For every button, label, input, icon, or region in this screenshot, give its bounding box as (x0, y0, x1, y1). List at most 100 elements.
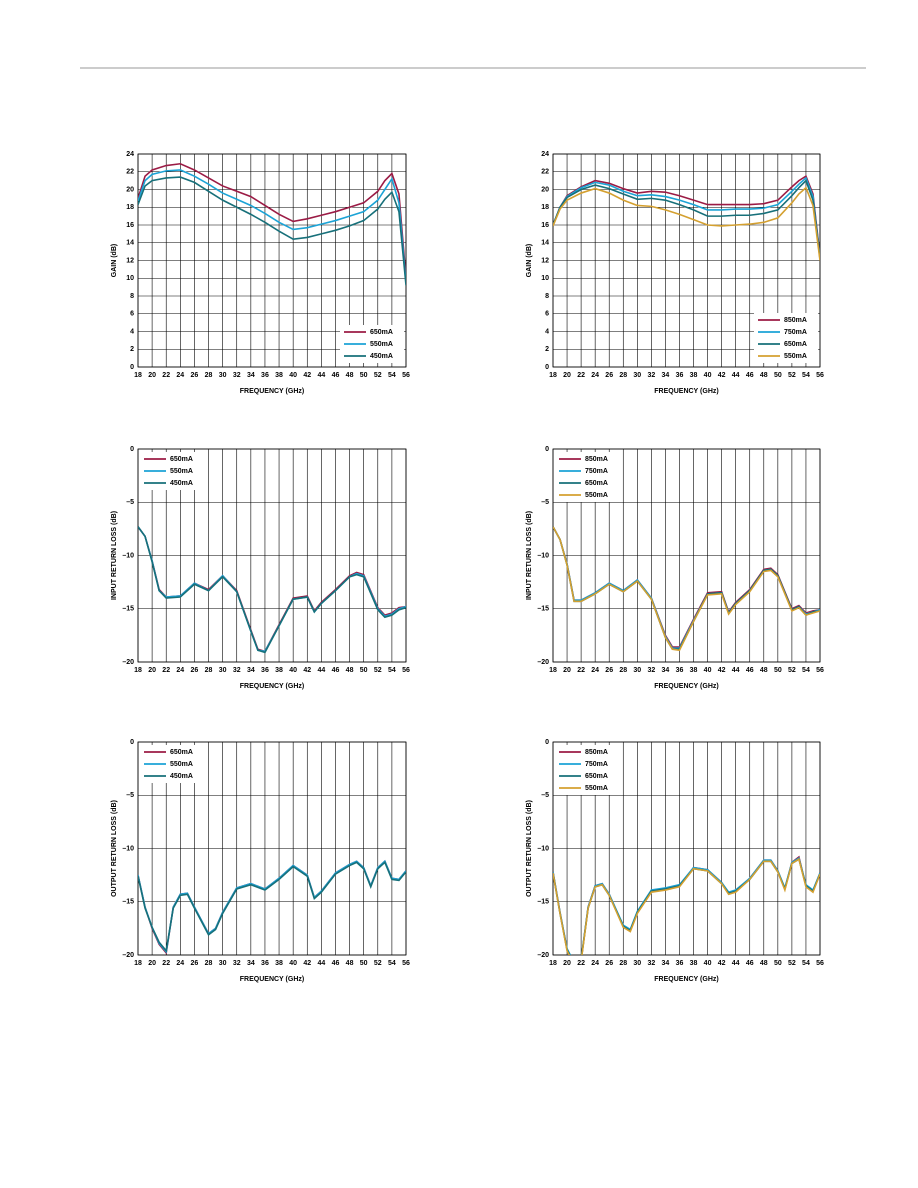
y-tick-label: 6 (130, 311, 134, 318)
legend-label: 550mA (585, 785, 608, 792)
x-tick-label: 36 (261, 372, 269, 379)
x-tick-label: 22 (162, 372, 170, 379)
y-axis-label: INPUT RETURN LOSS (dB) (526, 511, 533, 600)
x-tick-label: 52 (374, 960, 382, 967)
x-tick-label: 40 (289, 667, 297, 674)
x-tick-label: 38 (690, 960, 698, 967)
x-tick-label: 42 (303, 372, 311, 379)
x-tick-label: 32 (233, 667, 241, 674)
y-tick-label: 0 (130, 739, 134, 746)
x-tick-label: 22 (577, 667, 585, 674)
x-tick-label: 20 (563, 960, 571, 967)
legend-label: 450mA (370, 353, 393, 360)
x-tick-label: 34 (247, 372, 255, 379)
x-tick-label: 48 (346, 667, 354, 674)
x-tick-label: 50 (360, 667, 368, 674)
y-axis-label: OUTPUT RETURN LOSS (dB) (526, 800, 533, 897)
x-tick-label: 20 (148, 372, 156, 379)
legend-label: 550mA (170, 468, 193, 475)
x-axis-label: FREQUENCY (GHz) (240, 976, 304, 983)
x-tick-label: 54 (388, 667, 396, 674)
legend-box (555, 745, 619, 795)
x-tick-label: 48 (346, 960, 354, 967)
x-tick-label: 42 (718, 667, 726, 674)
x-tick-label: 32 (647, 960, 655, 967)
x-tick-label: 54 (388, 372, 396, 379)
series-line (138, 169, 406, 283)
y-tick-label: 22 (126, 169, 134, 176)
x-tick-label: 54 (802, 667, 810, 674)
x-tick-label: 18 (134, 960, 142, 967)
x-tick-label: 18 (134, 667, 142, 674)
legend-label: 750mA (784, 329, 807, 336)
x-tick-label: 34 (662, 372, 670, 379)
x-tick-label: 40 (289, 960, 297, 967)
x-tick-label: 30 (633, 372, 641, 379)
x-tick-label: 56 (816, 372, 824, 379)
y-tick-label: 6 (545, 311, 549, 318)
legend-label: 850mA (585, 749, 608, 756)
x-axis-label: FREQUENCY (GHz) (654, 388, 718, 395)
x-tick-label: 32 (233, 960, 241, 967)
x-tick-label: 48 (346, 372, 354, 379)
series-line (138, 860, 406, 953)
x-tick-label: 30 (219, 960, 227, 967)
y-tick-label: 18 (541, 204, 549, 211)
x-tick-label: 44 (732, 960, 740, 967)
x-tick-label: 24 (591, 667, 599, 674)
x-tick-label: 42 (303, 667, 311, 674)
legend-label: 450mA (170, 480, 193, 487)
series-line (138, 526, 406, 654)
y-tick-label: –15 (122, 606, 134, 613)
x-tick-label: 38 (275, 960, 283, 967)
x-tick-label: 24 (176, 960, 184, 967)
chart: 18 20 22 24 26 28 30 32 34 36 38 40 42 44 46 48 50 52 54 56… (111, 151, 410, 395)
x-tick-label: 46 (332, 960, 340, 967)
x-tick-label: 52 (788, 960, 796, 967)
y-tick-label: –20 (537, 952, 549, 959)
x-tick-label: 56 (402, 372, 410, 379)
x-tick-label: 38 (690, 667, 698, 674)
x-tick-label: 22 (577, 960, 585, 967)
series-line (553, 176, 820, 258)
x-tick-label: 46 (746, 960, 754, 967)
y-tick-label: 8 (545, 293, 549, 300)
series-line (553, 857, 820, 955)
y-tick-label: 0 (545, 446, 549, 453)
y-axis-label: INPUT RETURN LOSS (dB) (111, 511, 118, 600)
x-tick-label: 30 (633, 667, 641, 674)
x-tick-label: 18 (134, 372, 142, 379)
x-tick-label: 54 (802, 372, 810, 379)
x-tick-label: 36 (676, 372, 684, 379)
legend-label: 650mA (370, 329, 393, 336)
x-tick-label: 40 (704, 667, 712, 674)
y-tick-label: 12 (541, 257, 549, 264)
x-tick-label: 20 (563, 667, 571, 674)
y-tick-label: –5 (541, 792, 549, 799)
x-tick-label: 46 (332, 667, 340, 674)
x-tick-label: 20 (563, 372, 571, 379)
x-tick-label: 28 (205, 667, 213, 674)
x-tick-label: 28 (619, 960, 627, 967)
legend-box (555, 452, 619, 502)
x-axis-label: FREQUENCY (GHz) (240, 388, 304, 395)
legend-label: 450mA (170, 773, 193, 780)
legend-label: 650mA (170, 749, 193, 756)
x-tick-label: 46 (332, 372, 340, 379)
y-tick-label: 14 (541, 240, 549, 247)
x-tick-label: 28 (205, 372, 213, 379)
legend-label: 550mA (170, 761, 193, 768)
x-tick-label: 36 (676, 960, 684, 967)
x-tick-label: 44 (732, 372, 740, 379)
series-line (553, 186, 820, 261)
y-tick-label: 20 (126, 186, 134, 193)
x-tick-label: 26 (191, 667, 199, 674)
x-tick-label: 36 (261, 667, 269, 674)
x-tick-label: 22 (577, 372, 585, 379)
x-tick-label: 50 (360, 372, 368, 379)
y-tick-label: 24 (126, 151, 134, 158)
x-tick-label: 50 (360, 960, 368, 967)
x-tick-label: 50 (774, 667, 782, 674)
y-axis-label: GAIN (dB) (526, 244, 533, 277)
